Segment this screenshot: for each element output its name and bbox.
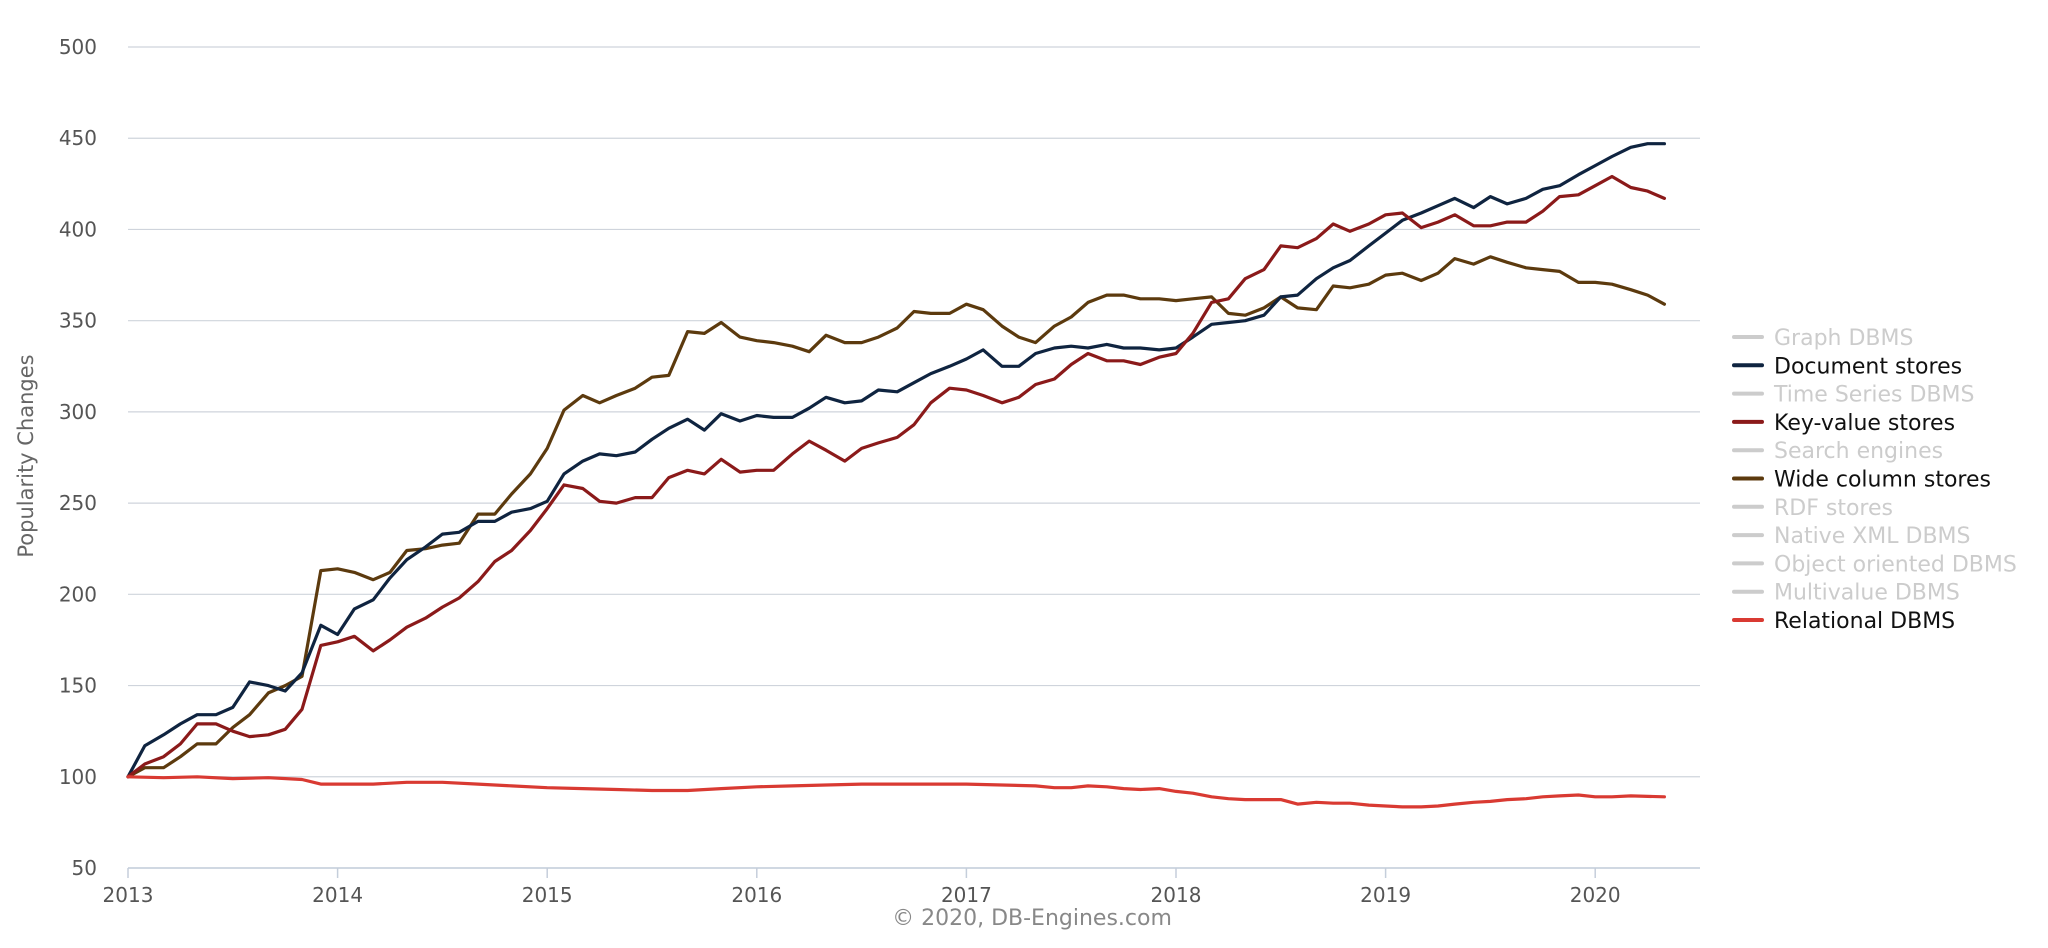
series-line-wide-column-stores[interactable] — [126, 255, 1666, 779]
y-tick-label: 450 — [59, 126, 97, 150]
y-axis-tick-labels: 50 100 150 200 250 300 350 400 450 500 — [59, 35, 97, 880]
legend-item-native-xml-dbms[interactable]: Native XML DBMS — [1732, 524, 1971, 549]
y-tick-label: 350 — [59, 309, 97, 333]
legend-label: Time Series DBMS — [1773, 383, 1974, 408]
legend-label: Wide column stores — [1774, 468, 1991, 493]
y-axis-title: Popularity Changes — [14, 354, 38, 557]
legend-item-search-engines[interactable]: Search engines — [1732, 439, 1943, 464]
legend-label: Search engines — [1774, 439, 1943, 464]
x-tick-label: 2016 — [731, 883, 782, 907]
series-line-relational-dbms[interactable] — [126, 775, 1666, 809]
legend-item-multivalue-dbms[interactable]: Multivalue DBMS — [1732, 581, 1960, 606]
y-tick-label: 150 — [59, 674, 97, 698]
y-tick-label: 100 — [59, 765, 97, 789]
x-tick-label: 2019 — [1360, 883, 1411, 907]
y-tick-label: 250 — [59, 491, 97, 515]
y-gridlines — [128, 46, 1700, 869]
legend-item-object-oriented-dbms[interactable]: Object oriented DBMS — [1732, 552, 2017, 577]
legend-item-rdf-stores[interactable]: RDF stores — [1732, 496, 1893, 521]
legend-item-graph-dbms[interactable]: Graph DBMS — [1732, 326, 1913, 351]
x-tick-label: 2013 — [103, 883, 154, 907]
legend-label: Key-value stores — [1774, 411, 1955, 436]
legend-item-relational-dbms[interactable]: Relational DBMS — [1732, 609, 1955, 634]
y-tick-label: 400 — [59, 217, 97, 241]
credits-text[interactable]: © 2020, DB-Engines.com — [892, 906, 1172, 931]
y-tick-label: 50 — [72, 856, 97, 880]
legend-label: Object oriented DBMS — [1774, 552, 2017, 577]
legend-item-time-series-dbms[interactable]: Time Series DBMS — [1732, 383, 1974, 408]
series-line-document-stores[interactable] — [126, 142, 1666, 779]
legend-label: RDF stores — [1774, 496, 1893, 521]
legend-item-wide-column-stores[interactable]: Wide column stores — [1732, 468, 1991, 493]
x-tick-label: 2014 — [312, 883, 363, 907]
x-tick-label: 2020 — [1570, 883, 1621, 907]
x-tick-label: 2017 — [941, 883, 992, 907]
y-tick-label: 500 — [59, 35, 97, 59]
legend: Graph DBMS Document stores Time Series DBM… — [1732, 326, 2017, 634]
legend-label: Graph DBMS — [1774, 326, 1913, 351]
series-line-key-value-stores[interactable] — [126, 174, 1666, 779]
x-tick-label: 2018 — [1151, 883, 1202, 907]
legend-label: Multivalue DBMS — [1774, 581, 1960, 606]
legend-label: Relational DBMS — [1774, 609, 1955, 634]
y-tick-label: 300 — [59, 400, 97, 424]
y-tick-label: 200 — [59, 582, 97, 606]
x-tick-label: 2015 — [522, 883, 573, 907]
legend-item-key-value-stores[interactable]: Key-value stores — [1732, 411, 1955, 436]
plot-area — [126, 142, 1666, 809]
legend-label: Document stores — [1774, 354, 1962, 379]
x-axis: 2013 2014 2015 2016 2017 2018 2019 2020 — [103, 867, 1700, 907]
legend-item-document-stores[interactable]: Document stores — [1732, 354, 1962, 379]
legend-label: Native XML DBMS — [1774, 524, 1971, 549]
